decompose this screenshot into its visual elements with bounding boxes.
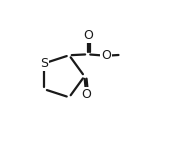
Text: O: O (81, 88, 91, 101)
Text: O: O (101, 49, 111, 62)
Text: S: S (40, 57, 48, 70)
Text: O: O (83, 29, 93, 42)
